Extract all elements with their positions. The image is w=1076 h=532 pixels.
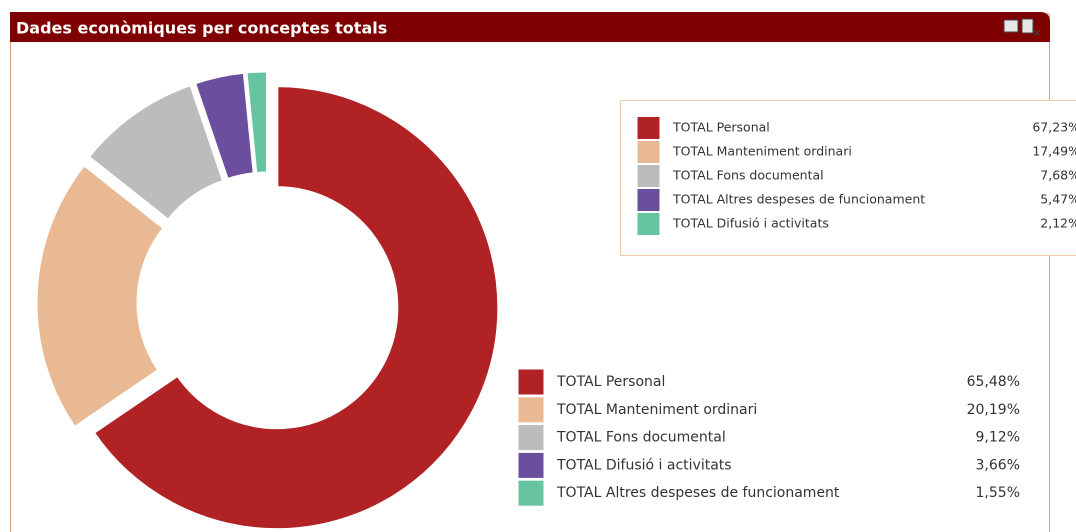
legend-swatch xyxy=(517,368,545,396)
donut-slice xyxy=(91,84,501,532)
legend-swatch xyxy=(517,424,545,452)
close-icon[interactable] xyxy=(1033,29,1041,37)
legend-swatch xyxy=(636,212,661,236)
legend-label: TOTAL Manteniment ordinari xyxy=(556,402,757,418)
legend-swatch xyxy=(636,164,661,188)
legend-value: 2,12% xyxy=(1040,216,1076,231)
export-icon[interactable] xyxy=(1021,18,1034,34)
legend-value: 1,55% xyxy=(976,485,1020,501)
legend-swatch xyxy=(517,451,545,479)
legend-label: TOTAL Altres despeses de funcionament xyxy=(556,485,840,501)
legend-label: TOTAL Altres despeses de funcionament xyxy=(672,192,925,207)
header-bar xyxy=(10,12,1050,42)
donut-slice xyxy=(86,82,226,223)
legend-swatch xyxy=(636,116,661,140)
legend-value: 65,48% xyxy=(967,374,1020,390)
legend-value: 9,12% xyxy=(976,430,1020,446)
legend-value: 20,19% xyxy=(967,402,1020,418)
legend-label: TOTAL Manteniment ordinari xyxy=(672,144,852,159)
legend-value: 67,23% xyxy=(1032,120,1076,135)
legend-swatch xyxy=(636,140,661,164)
donut-slice xyxy=(34,162,167,430)
legend-swatch xyxy=(636,188,661,212)
donut-slice xyxy=(192,70,256,182)
legend-label: TOTAL Difusió i activitats xyxy=(672,216,829,231)
legend-swatch xyxy=(517,396,545,424)
print-icon[interactable] xyxy=(1003,19,1019,33)
legend-box xyxy=(620,100,1076,256)
legend-label: TOTAL Fons documental xyxy=(556,430,726,446)
legend-swatch xyxy=(517,479,545,507)
legend-label: TOTAL Personal xyxy=(556,374,665,390)
legend-label: TOTAL Personal xyxy=(672,120,770,135)
legend-label: TOTAL Difusió i activitats xyxy=(556,457,732,473)
legend-value: 17,49% xyxy=(1032,144,1076,159)
donut-slice xyxy=(244,69,270,176)
header-title: Dades econòmiques per conceptes totals xyxy=(16,19,387,38)
legend-label: TOTAL Fons documental xyxy=(672,168,824,183)
legend-value: 3,66% xyxy=(976,457,1020,473)
legend-value: 5,47% xyxy=(1040,192,1076,207)
legend-value: 7,68% xyxy=(1040,168,1076,183)
export-icons[interactable] xyxy=(1003,18,1041,37)
